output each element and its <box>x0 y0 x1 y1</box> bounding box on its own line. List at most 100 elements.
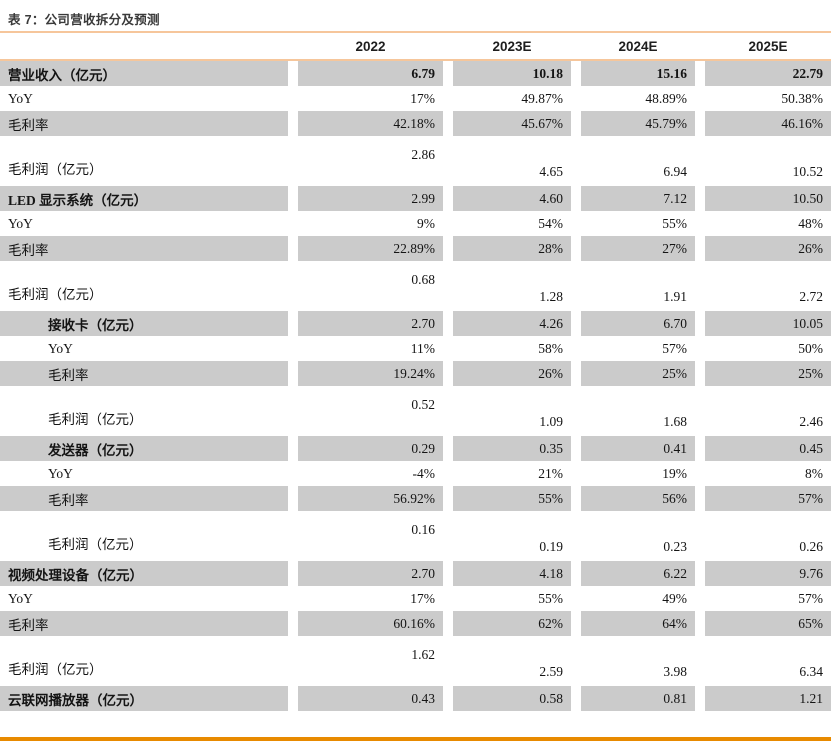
row-label: 毛利润（亿元） <box>8 287 103 302</box>
row-value: 0.52 <box>288 386 443 436</box>
row-label: YoY <box>48 340 73 356</box>
row-value: 9% <box>288 211 443 236</box>
row-label: YoY <box>48 465 73 481</box>
row-value: 45.79% <box>571 111 695 136</box>
row-value: 6.70 <box>571 311 695 336</box>
row-value: 8% <box>695 461 831 486</box>
table-header-row: 2022 2023E 2024E 2025E <box>0 31 831 61</box>
row-value: 0.23 <box>571 511 695 561</box>
row-value: 4.18 <box>443 561 571 586</box>
row-value: 0.35 <box>443 436 571 461</box>
row-value: 0.58 <box>443 686 571 711</box>
table-row: 毛利率 56.92% 55% 56% 57% <box>0 486 831 511</box>
row-value: -4% <box>288 461 443 486</box>
row-label: 视频处理设备（亿元） <box>0 561 288 586</box>
row-value: 0.68 <box>288 261 443 311</box>
row-value: 1.28 <box>443 261 571 311</box>
column-header: 2024E <box>618 38 658 54</box>
table-row: 毛利润（亿元） 0.68 1.28 1.91 2.72 <box>0 261 831 311</box>
row-value: 50.38% <box>695 86 831 111</box>
row-value: 45.67% <box>443 111 571 136</box>
row-value: 0.29 <box>288 436 443 461</box>
row-value: 19.24% <box>288 361 443 386</box>
row-value: 4.65 <box>443 136 571 186</box>
table-row: 视频处理设备（亿元） 2.70 4.18 6.22 9.76 <box>0 561 831 586</box>
row-value: 15.16 <box>571 61 695 86</box>
row-value: 1.62 <box>288 636 443 686</box>
row-label: 发送器（亿元） <box>0 436 288 461</box>
row-value: 62% <box>443 611 571 636</box>
row-value: 25% <box>695 361 831 386</box>
table-row: LED 显示系统（亿元） 2.99 4.60 7.12 10.50 <box>0 186 831 211</box>
table-row: 毛利率 60.16% 62% 64% 65% <box>0 611 831 636</box>
row-value: 4.26 <box>443 311 571 336</box>
table-row: 毛利润（亿元） 0.16 0.19 0.23 0.26 <box>0 511 831 561</box>
row-value: 10.05 <box>695 311 831 336</box>
row-value: 54% <box>443 211 571 236</box>
row-label: YoY <box>8 590 33 606</box>
row-value: 2.70 <box>288 561 443 586</box>
row-value: 0.43 <box>288 686 443 711</box>
table-row: YoY -4% 21% 19% 8% <box>0 461 831 486</box>
row-value: 9.76 <box>695 561 831 586</box>
row-label: 毛利润（亿元） <box>48 537 143 552</box>
table-row: 营业收入（亿元） 6.79 10.18 15.16 22.79 <box>0 61 831 86</box>
row-value: 48% <box>695 211 831 236</box>
row-value: 1.09 <box>443 386 571 436</box>
row-value: 26% <box>695 236 831 261</box>
row-value: 10.50 <box>695 186 831 211</box>
row-label: 毛利润（亿元） <box>8 662 103 677</box>
bottom-accent-rule <box>0 737 831 741</box>
row-label: YoY <box>8 90 33 106</box>
row-value: 0.81 <box>571 686 695 711</box>
row-value: 1.21 <box>695 686 831 711</box>
row-value: 10.52 <box>695 136 831 186</box>
row-value: 42.18% <box>288 111 443 136</box>
row-label: YoY <box>8 215 33 231</box>
table-row: YoY 17% 49.87% 48.89% 50.38% <box>0 86 831 111</box>
table-row: 发送器（亿元） 0.29 0.35 0.41 0.45 <box>0 436 831 461</box>
row-label: 毛利率 <box>0 611 288 636</box>
table-row: YoY 11% 58% 57% 50% <box>0 336 831 361</box>
row-value: 65% <box>695 611 831 636</box>
table-row: YoY 17% 55% 49% 57% <box>0 586 831 611</box>
row-label: 营业收入（亿元） <box>0 61 288 86</box>
table-row: 云联网播放器（亿元） 0.43 0.58 0.81 1.21 <box>0 686 831 711</box>
column-header: 2023E <box>492 38 532 54</box>
row-value: 49.87% <box>443 86 571 111</box>
table-title: 表 7：公司营收拆分及预测 <box>8 13 160 27</box>
row-value: 0.19 <box>443 511 571 561</box>
table-row: 接收卡（亿元） 2.70 4.26 6.70 10.05 <box>0 311 831 336</box>
row-value: 17% <box>288 86 443 111</box>
row-value: 48.89% <box>571 86 695 111</box>
row-value: 57% <box>695 486 831 511</box>
row-value: 6.94 <box>571 136 695 186</box>
row-value: 2.70 <box>288 311 443 336</box>
row-value: 11% <box>288 336 443 361</box>
row-value: 46.16% <box>695 111 831 136</box>
row-value: 2.72 <box>695 261 831 311</box>
row-value: 22.79 <box>695 61 831 86</box>
row-value: 0.26 <box>695 511 831 561</box>
row-value: 27% <box>571 236 695 261</box>
row-value: 1.68 <box>571 386 695 436</box>
row-label: 云联网播放器（亿元） <box>0 686 288 711</box>
row-value: 64% <box>571 611 695 636</box>
table-row: 毛利率 42.18% 45.67% 45.79% 46.16% <box>0 111 831 136</box>
row-value: 3.98 <box>571 636 695 686</box>
row-label: LED 显示系统（亿元） <box>0 186 288 211</box>
row-label: 毛利润（亿元） <box>8 162 103 177</box>
row-value: 17% <box>288 586 443 611</box>
row-label: 接收卡（亿元） <box>0 311 288 336</box>
row-value: 57% <box>695 586 831 611</box>
row-value: 57% <box>571 336 695 361</box>
row-value: 55% <box>571 211 695 236</box>
row-value: 50% <box>695 336 831 361</box>
row-label: 毛利率 <box>0 236 288 261</box>
row-label: 毛利润（亿元） <box>48 412 143 427</box>
table-body: 营业收入（亿元） 6.79 10.18 15.16 22.79 YoY 17% 49.87% 4… <box>0 61 831 711</box>
row-value: 56% <box>571 486 695 511</box>
row-value: 58% <box>443 336 571 361</box>
row-value: 21% <box>443 461 571 486</box>
